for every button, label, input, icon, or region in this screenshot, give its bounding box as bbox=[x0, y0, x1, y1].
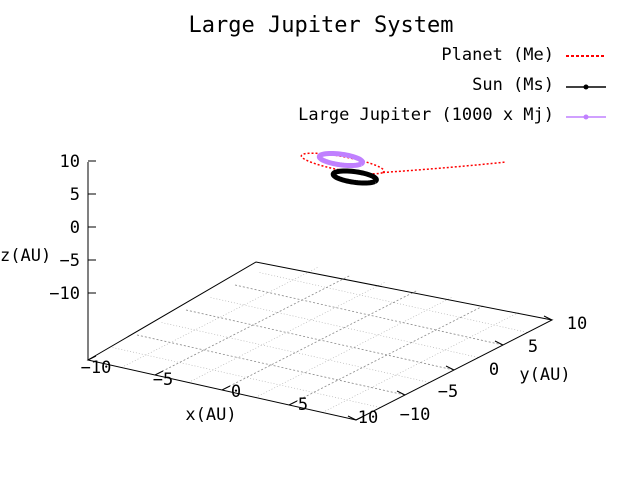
z-tick-label: −10 bbox=[49, 284, 80, 304]
grid-line bbox=[161, 322, 430, 383]
grid-line bbox=[234, 284, 504, 346]
legend: Planet (Me) Sun (Ms) Large Jupiter (1000… bbox=[298, 45, 606, 125]
x-axis-label: x(AU) bbox=[185, 405, 236, 425]
grid-line bbox=[322, 312, 519, 413]
z-tick-label: 5 bbox=[70, 185, 80, 205]
y-tick-mark bbox=[543, 315, 553, 321]
y-tick-label: 0 bbox=[489, 360, 499, 380]
floor-grid bbox=[112, 267, 528, 413]
y-tick-label: 5 bbox=[528, 337, 538, 357]
floor-border bbox=[86, 261, 554, 421]
x-tick-mark bbox=[355, 415, 365, 421]
x-tick-label: 5 bbox=[298, 395, 308, 415]
y-tick-mark bbox=[396, 390, 406, 396]
y-tick-label: 10 bbox=[567, 314, 587, 334]
grid-line bbox=[255, 297, 452, 398]
grid-line bbox=[188, 282, 385, 383]
grid-line bbox=[154, 274, 352, 376]
z-axis-label: z(AU) bbox=[0, 246, 51, 266]
sun-orbit bbox=[330, 168, 379, 186]
series-sun bbox=[330, 168, 379, 186]
x-tick-mark bbox=[154, 370, 164, 376]
y-tick-mark bbox=[494, 340, 504, 346]
grid-line bbox=[112, 347, 381, 408]
series-jupiter bbox=[316, 150, 365, 169]
y-tick-mark bbox=[445, 365, 455, 371]
grid-line bbox=[259, 272, 528, 333]
grid-line bbox=[121, 267, 318, 368]
y-axis: −10 −5 0 5 10 y(AU) bbox=[347, 314, 587, 425]
chart-title: Large Jupiter System bbox=[189, 13, 454, 38]
x-tick-label: −5 bbox=[153, 370, 173, 390]
y-tick-mark bbox=[347, 415, 357, 421]
y-tick-label: −10 bbox=[400, 405, 431, 425]
x-tick-mark bbox=[221, 385, 231, 391]
z-tick-label: −5 bbox=[60, 251, 80, 271]
grid-line bbox=[185, 309, 455, 371]
x-tick-mark bbox=[288, 400, 298, 406]
grid-line bbox=[288, 304, 486, 406]
y-axis-label: y(AU) bbox=[519, 365, 570, 385]
x-tick-label: −10 bbox=[81, 358, 112, 378]
x-axis: −10 −5 0 5 10 x(AU) bbox=[81, 355, 378, 428]
x-tick-label: 0 bbox=[231, 382, 241, 402]
z-axis: 10 5 0 −5 −10 z(AU) bbox=[0, 152, 96, 304]
y-tick-label: −5 bbox=[438, 382, 458, 402]
x-tick-mark bbox=[87, 355, 97, 361]
legend-label-planet: Planet (Me) bbox=[441, 45, 554, 65]
legend-label-jupiter: Large Jupiter (1000 x Mj) bbox=[298, 105, 554, 125]
x-tick-label: 10 bbox=[358, 408, 378, 428]
grid-line bbox=[221, 289, 419, 391]
planet-escape-path bbox=[382, 161, 507, 174]
legend-marker-jupiter bbox=[583, 114, 589, 120]
legend-label-sun: Sun (Ms) bbox=[472, 75, 554, 95]
legend-marker-sun bbox=[583, 84, 589, 90]
jupiter-orbit bbox=[316, 150, 365, 169]
z-tick-label: 0 bbox=[70, 218, 80, 238]
grid-line bbox=[136, 334, 406, 396]
grid-line bbox=[210, 297, 479, 358]
z-tick-label: 10 bbox=[60, 152, 80, 172]
